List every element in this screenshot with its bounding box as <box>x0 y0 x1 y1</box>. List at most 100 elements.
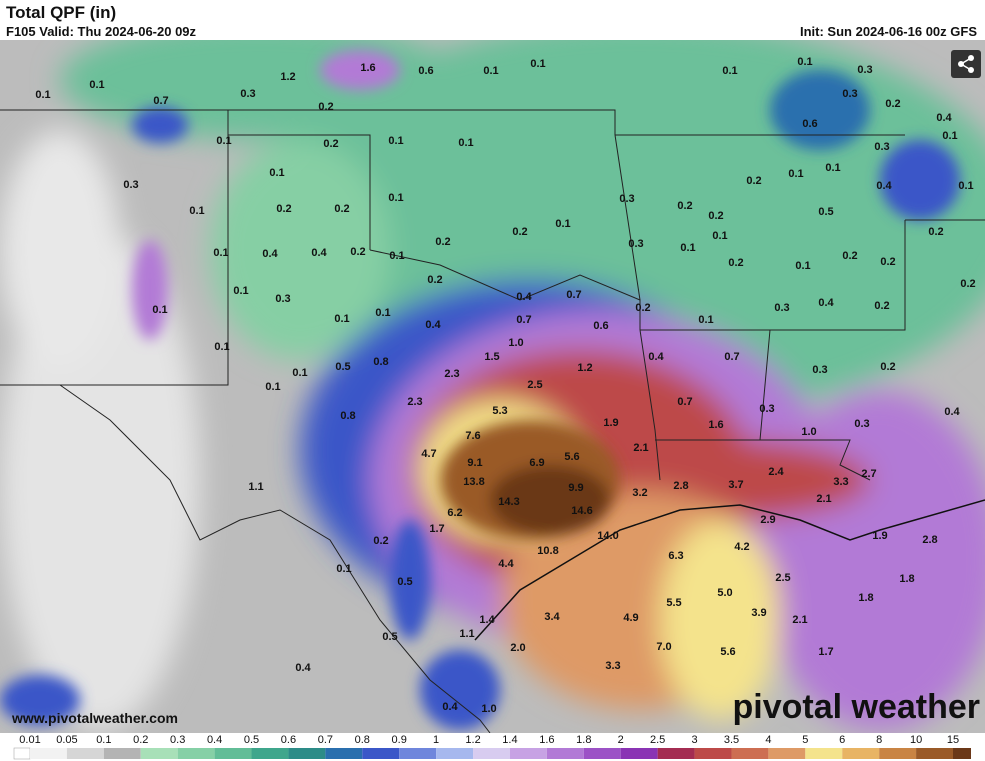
qpf-label: 1.0 <box>801 426 816 438</box>
colorbar-segment <box>362 748 400 759</box>
colorbar-label: 0.8 <box>355 734 370 746</box>
qpf-label: 0.3 <box>123 179 138 191</box>
qpf-label: 2.4 <box>768 466 784 478</box>
colorbar-segment <box>768 748 806 759</box>
colorbar-label: 1 <box>433 734 439 746</box>
colorbar-label: 2 <box>618 734 624 746</box>
colorbar-label: 0.05 <box>56 734 77 746</box>
qpf-label: 0.1 <box>35 89 50 101</box>
qpf-label: 0.1 <box>189 205 204 217</box>
qpf-label: 0.3 <box>842 88 857 100</box>
qpf-label: 0.2 <box>885 98 900 110</box>
share-button[interactable] <box>951 50 981 78</box>
colorbar-segment <box>473 748 510 759</box>
colorbar-segment <box>731 748 769 759</box>
qpf-label: 4.2 <box>734 541 749 553</box>
qpf-label: 0.2 <box>373 535 388 547</box>
colorbar-segment <box>842 748 880 759</box>
qpf-label: 0.2 <box>512 226 527 238</box>
colorbar-label: 0.3 <box>170 734 185 746</box>
qpf-label: 0.7 <box>566 289 581 301</box>
qpf-label: 6.9 <box>529 457 544 469</box>
qpf-label: 0.2 <box>880 256 895 268</box>
colorbar-label: 4 <box>765 734 771 746</box>
qpf-label: 0.4 <box>442 701 458 713</box>
qpf-label: 0.2 <box>635 302 650 314</box>
qpf-label: 0.1 <box>530 58 545 70</box>
valid-time: F105 Valid: Thu 2024-06-20 09z <box>6 24 197 39</box>
colorbar-label: 5 <box>802 734 808 746</box>
qpf-label: 0.4 <box>876 180 892 192</box>
qpf-label: 0.1 <box>214 341 229 353</box>
colorbar-label: 0.4 <box>207 734 222 746</box>
qpf-label: 0.1 <box>216 135 231 147</box>
qpf-label: 7.0 <box>656 641 671 653</box>
qpf-labels: 0.1 0.1 0.7 0.3 1.2 0.2 1.6 0.6 0.1 0.1 0.1 0.1 0.3 0… <box>35 56 975 715</box>
qpf-label: 1.0 <box>508 337 523 349</box>
qpf-label: 0.1 <box>680 242 695 254</box>
qpf-label: 0.1 <box>388 135 403 147</box>
qpf-label: 0.3 <box>628 238 643 250</box>
colorbar-label: 10 <box>910 734 922 746</box>
website: www.pivotalweather.com <box>11 710 178 726</box>
qpf-label: 0.1 <box>788 168 803 180</box>
qpf-label: 5.3 <box>492 405 507 417</box>
qpf-label: 3.2 <box>632 487 647 499</box>
colorbar-segment <box>546 748 584 759</box>
qpf-label: 0.1 <box>722 65 737 77</box>
colorbar-label: 3.5 <box>724 734 739 746</box>
qpf-label: 0.1 <box>213 247 228 259</box>
qpf-label: 0.4 <box>262 248 278 260</box>
qpf-label: 0.8 <box>373 356 388 368</box>
qpf-label: 0.7 <box>153 95 168 107</box>
qpf-label: 1.9 <box>603 417 618 429</box>
colorbar-segment <box>30 748 67 759</box>
logo: pivotal weather <box>732 688 980 726</box>
qpf-label: 0.2 <box>677 200 692 212</box>
colorbar-segment <box>103 748 141 759</box>
qpf-label: 0.1 <box>942 130 957 142</box>
colorbar-segment <box>916 748 953 759</box>
colorbar-segment <box>436 748 474 759</box>
qpf-label: 0.2 <box>728 257 743 269</box>
qpf-label: 0.1 <box>958 180 973 192</box>
colorbar-label: 8 <box>876 734 882 746</box>
qpf-label: 3.4 <box>544 611 560 623</box>
qpf-label: 1.6 <box>708 419 723 431</box>
qpf-label: 6.3 <box>668 550 683 562</box>
qpf-label: 0.7 <box>724 351 739 363</box>
qpf-label: 0.2 <box>318 101 333 113</box>
colorbar-segment <box>583 748 621 759</box>
qpf-label: 0.1 <box>389 250 404 262</box>
qpf-label: 14.0 <box>597 530 618 542</box>
colorbar-segment <box>953 748 971 759</box>
qpf-label: 0.1 <box>265 381 280 393</box>
qpf-label: 0.5 <box>397 576 412 588</box>
qpf-label: 0.3 <box>759 403 774 415</box>
qpf-label: 1.1 <box>248 481 263 493</box>
qpf-label: 0.4 <box>944 406 960 418</box>
qpf-label: 1.5 <box>484 351 499 363</box>
init-time: Init: Sun 2024-06-16 00z GFS <box>799 24 977 39</box>
qpf-label: 0.6 <box>593 320 608 332</box>
qpf-label: 0.1 <box>388 192 403 204</box>
colorbar-label: 0.2 <box>133 734 148 746</box>
colorbar-segment <box>288 748 326 759</box>
qpf-label: 4.7 <box>421 448 436 460</box>
qpf-label: 2.8 <box>922 534 937 546</box>
qpf-label: 1.4 <box>479 614 495 626</box>
qpf-label: 0.1 <box>797 56 812 68</box>
colorbar-segment <box>509 748 547 759</box>
qpf-label: 0.2 <box>435 236 450 248</box>
qpf-label: 0.1 <box>458 137 473 149</box>
qpf-label: 0.1 <box>334 313 349 325</box>
qpf-label: 0.1 <box>269 167 284 179</box>
colorbar-label: 15 <box>947 734 959 746</box>
colorbar: 0.01 0.05 0.1 0.2 0.3 0.4 0.5 0.6 0.7 0.8 0.9 1 1.2 1… <box>13 734 971 760</box>
qpf-label: 2.1 <box>633 442 648 454</box>
qpf-label: 0.4 <box>936 112 952 124</box>
qpf-label: 1.2 <box>280 71 295 83</box>
qpf-label: 1.8 <box>858 592 873 604</box>
colorbar-label: 0.7 <box>318 734 333 746</box>
qpf-label: 2.5 <box>527 379 542 391</box>
